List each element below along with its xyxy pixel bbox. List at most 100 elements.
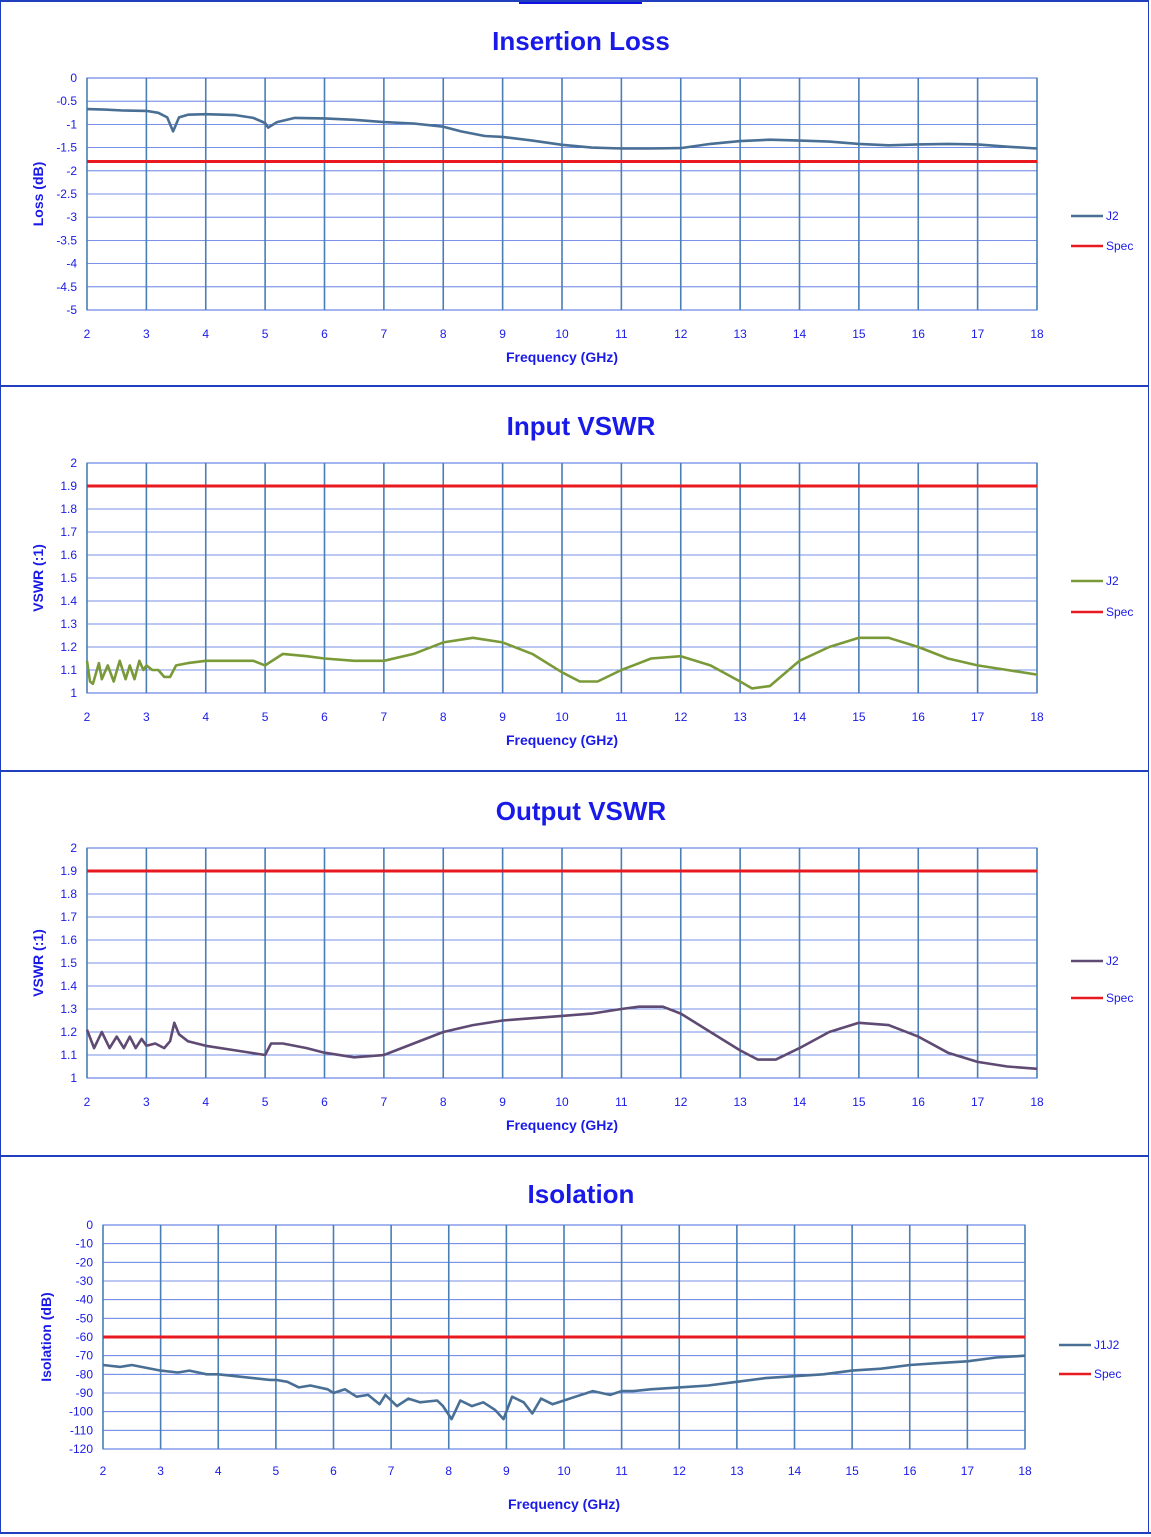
x-tick-label: 5	[262, 327, 269, 341]
top-accent-tab	[519, 0, 642, 4]
x-tick-label: 18	[1030, 327, 1044, 341]
legend-label-j2: J2	[1106, 954, 1119, 968]
y-tick-label: -40	[76, 1293, 94, 1307]
x-tick-label: 17	[971, 327, 985, 341]
y-tick-label: 2	[70, 456, 77, 470]
x-tick-label: 8	[440, 710, 447, 724]
x-tick-label: 3	[143, 710, 150, 724]
x-tick-label: 2	[84, 327, 91, 341]
x-tick-label: 12	[674, 327, 688, 341]
x-tick-label: 6	[321, 1095, 328, 1109]
y-tick-label: -4.5	[56, 280, 77, 294]
y-tick-label: -0.5	[56, 94, 77, 108]
x-tick-label: 13	[733, 1095, 747, 1109]
x-tick-label: 4	[202, 327, 209, 341]
y-tick-label: 1.6	[60, 933, 77, 947]
y-tick-label: 1.8	[60, 887, 77, 901]
x-tick-label: 12	[673, 1464, 687, 1478]
legend-label-spec: Spec	[1106, 991, 1133, 1005]
y-tick-label: -2	[66, 164, 77, 178]
y-tick-label: 1	[70, 686, 77, 700]
x-tick-label: 18	[1030, 1095, 1044, 1109]
x-tick-label: 10	[555, 1095, 569, 1109]
x-tick-label: 2	[84, 710, 91, 724]
y-tick-label: -1	[66, 117, 77, 131]
x-tick-label: 8	[445, 1464, 452, 1478]
x-tick-label: 8	[440, 327, 447, 341]
x-tick-label: 2	[84, 1095, 91, 1109]
x-tick-label: 11	[615, 1464, 628, 1478]
legend-label-j1j2: J1J2	[1094, 1338, 1120, 1352]
y-tick-label: -90	[76, 1386, 94, 1400]
y-tick-label: 1	[70, 1071, 77, 1085]
x-tick-label: 18	[1030, 710, 1044, 724]
y-tick-label: -30	[76, 1274, 94, 1288]
x-tick-label: 14	[793, 327, 807, 341]
x-tick-label: 4	[202, 710, 209, 724]
x-tick-label: 13	[733, 710, 747, 724]
x-tick-label: 3	[143, 1095, 150, 1109]
y-tick-label: -3.5	[56, 233, 77, 247]
x-tick-label: 9	[503, 1464, 510, 1478]
y-axis-label: Isolation (dB)	[38, 1292, 54, 1381]
x-tick-label: 11	[615, 327, 628, 341]
x-tick-label: 7	[381, 1095, 388, 1109]
x-tick-label: 6	[321, 327, 328, 341]
y-tick-label: 1.2	[60, 1025, 77, 1039]
y-tick-label: -20	[76, 1255, 94, 1269]
y-tick-label: -50	[76, 1311, 94, 1325]
series-line-j2	[85, 1005, 1038, 1071]
chart-title: Output VSWR	[496, 796, 667, 826]
x-tick-label: 16	[912, 710, 926, 724]
y-tick-label: -60	[76, 1330, 94, 1344]
y-tick-label: -10	[76, 1237, 94, 1251]
x-tick-label: 13	[730, 1464, 744, 1478]
x-axis-label: Frequency (GHz)	[506, 732, 618, 748]
x-tick-label: 10	[557, 1464, 571, 1478]
x-tick-label: 15	[852, 710, 866, 724]
x-tick-label: 4	[215, 1464, 222, 1478]
y-tick-label: 1.5	[60, 571, 77, 585]
legend-label-spec: Spec	[1106, 239, 1133, 253]
series-line-j2	[86, 107, 1038, 150]
y-tick-label: -100	[69, 1405, 93, 1419]
x-tick-label: 5	[273, 1464, 280, 1478]
y-axis-label: VSWR (:1)	[30, 929, 46, 997]
y-tick-label: 1.7	[60, 525, 77, 539]
y-tick-label: -1.5	[56, 141, 77, 155]
x-axis-label: Frequency (GHz)	[508, 1496, 620, 1512]
x-tick-label: 6	[330, 1464, 337, 1478]
y-tick-label: 1.2	[60, 640, 77, 654]
y-tick-label: 1.5	[60, 956, 77, 970]
x-tick-label: 6	[321, 710, 328, 724]
y-tick-label: 1.3	[60, 617, 77, 631]
x-tick-label: 16	[912, 327, 926, 341]
y-tick-label: -70	[76, 1349, 94, 1363]
y-axis-label: VSWR (:1)	[30, 544, 46, 612]
x-tick-label: 5	[262, 710, 269, 724]
chart-input-vswr: Input VSWR21.91.81.71.61.51.41.31.21.112…	[30, 411, 1133, 748]
y-tick-label: 1.7	[60, 910, 77, 924]
x-tick-label: 2	[100, 1464, 107, 1478]
x-tick-label: 7	[381, 710, 388, 724]
chart-panel-output-vswr: Output VSWR 2 1.9 1.8 1.7 1.6 1.5 1.4 1.3 1.2 1.1 1…	[0, 770, 1149, 1155]
y-axis-label: Loss (dB)	[30, 162, 46, 227]
chart-isolation: Isolation 0 -10 -20 -30 -40 -50 -60 -70 -80 -90 -10…	[38, 1179, 1121, 1512]
chart-panel-insertion-loss: Insertion Loss 0 -0.5 -1 -1.5 -2 -2.5 -3 -3.5 -4 -…	[0, 0, 1149, 385]
x-tick-label: 17	[971, 710, 985, 724]
chart-panel-input-vswr: Input VSWR 2 1.9 1.8 1.7 1.6 1.5 1.4 1.3 1.2 1.1 1 2…	[0, 385, 1149, 770]
x-tick-label: 3	[143, 327, 150, 341]
x-axis-label: Frequency (GHz)	[506, 1117, 618, 1133]
x-tick-label: 17	[961, 1464, 975, 1478]
legend-label-j2: J2	[1106, 574, 1119, 588]
x-tick-label: 12	[674, 1095, 688, 1109]
y-tick-label: -80	[76, 1367, 94, 1381]
x-tick-label: 4	[202, 1095, 209, 1109]
y-tick-label: 0	[70, 71, 77, 85]
x-tick-label: 10	[555, 710, 569, 724]
x-tick-label: 17	[971, 1095, 985, 1109]
y-tick-label: -120	[69, 1442, 93, 1456]
chart-panel-isolation: Isolation 0 -10 -20 -30 -40 -50 -60 -70 -80 -90 -10…	[0, 1155, 1149, 1532]
x-tick-label: 10	[555, 327, 569, 341]
